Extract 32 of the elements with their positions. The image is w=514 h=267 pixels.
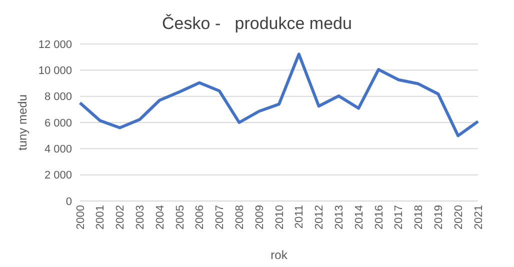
y-axis-title: tuny medu: [15, 94, 30, 151]
x-tick-label: 2019: [433, 205, 446, 230]
x-tick-label: 2007: [214, 205, 226, 230]
x-tick-label: 2001: [94, 205, 107, 230]
y-tick-label: 12 000: [38, 38, 72, 51]
y-tick-label: 4 000: [44, 144, 72, 156]
x-tick-label: 2013: [334, 205, 346, 230]
x-tick-label: 2021: [472, 205, 485, 230]
x-tick-label: 2002: [114, 205, 127, 230]
x-tick-label: 2018: [413, 205, 426, 230]
x-tick-label: 2004: [154, 205, 166, 230]
x-axis-title: rok: [270, 248, 288, 262]
x-tick-label: 2016: [373, 205, 386, 230]
line-series: [78, 52, 480, 138]
y-tick-label: 8 000: [44, 91, 72, 104]
x-tick-label: 2006: [194, 205, 206, 230]
x-tick-label: 2003: [134, 205, 147, 230]
x-tick-label: 2012: [314, 205, 326, 230]
y-tick-label: 2 000: [44, 170, 72, 182]
x-tick-label: 2005: [174, 205, 186, 230]
x-tick-label: 2014: [353, 205, 366, 230]
y-tick-label: 6 000: [44, 117, 72, 130]
chart-title: Česko - produkce medu: [161, 13, 353, 35]
y-tick-label: 10 000: [38, 65, 72, 78]
x-tick-label: 2009: [254, 205, 266, 230]
x-tick-label: 2017: [393, 205, 406, 230]
x-tick-label: 2008: [234, 205, 246, 230]
x-tick-label: 2010: [274, 205, 286, 230]
x-tick-label: 2020: [452, 205, 465, 230]
x-tick-label: 2011: [294, 205, 306, 229]
x-tick-label: 2000: [74, 205, 87, 230]
y-tick-label: 0: [66, 196, 72, 208]
